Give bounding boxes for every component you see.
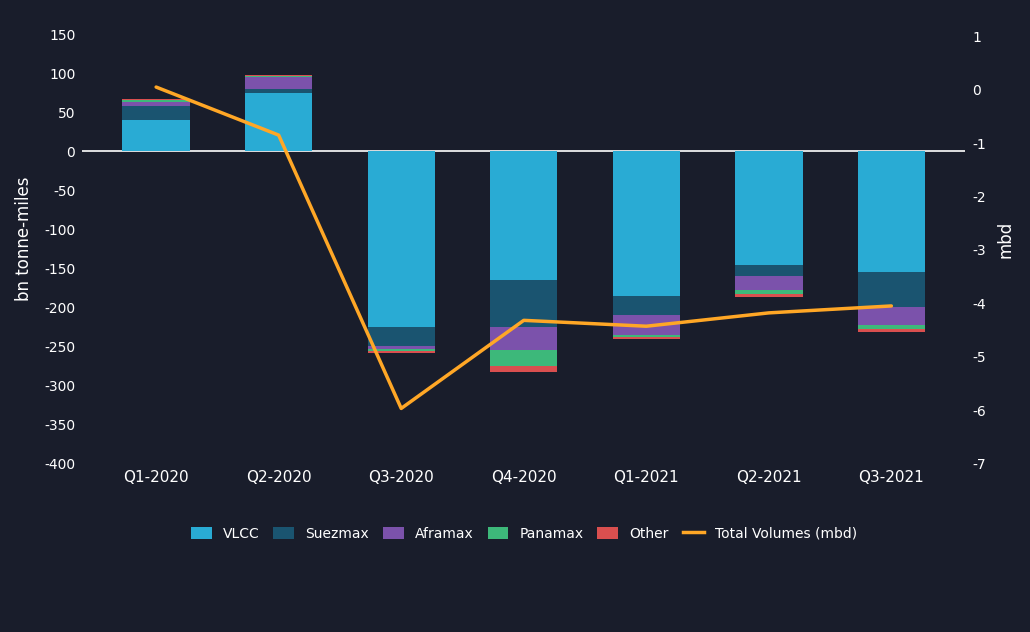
Bar bbox=[735, 290, 802, 294]
Bar bbox=[123, 106, 190, 120]
Bar bbox=[735, 152, 802, 265]
Bar bbox=[613, 337, 680, 339]
Bar bbox=[735, 294, 802, 296]
Y-axis label: bn tonne-miles: bn tonne-miles bbox=[15, 177, 33, 301]
Bar bbox=[613, 152, 680, 296]
Bar bbox=[245, 75, 312, 76]
Bar bbox=[123, 102, 190, 106]
Bar bbox=[858, 307, 925, 325]
Bar bbox=[858, 152, 925, 272]
Bar bbox=[368, 152, 435, 327]
Bar bbox=[368, 327, 435, 346]
Bar bbox=[613, 296, 680, 315]
Bar bbox=[490, 280, 557, 327]
Bar bbox=[368, 351, 435, 353]
Legend: VLCC, Suezmax, Aframax, Panamax, Other, Total Volumes (mbd): VLCC, Suezmax, Aframax, Panamax, Other, … bbox=[185, 521, 862, 546]
Bar bbox=[858, 325, 925, 329]
Bar bbox=[490, 350, 557, 366]
Bar bbox=[858, 329, 925, 332]
Bar bbox=[490, 152, 557, 280]
Bar bbox=[735, 265, 802, 276]
Bar bbox=[368, 346, 435, 349]
Bar bbox=[613, 335, 680, 337]
Bar bbox=[245, 77, 312, 89]
Bar bbox=[735, 276, 802, 290]
Bar bbox=[123, 99, 190, 100]
Bar bbox=[245, 93, 312, 152]
Bar bbox=[123, 100, 190, 102]
Bar bbox=[123, 120, 190, 152]
Bar bbox=[858, 272, 925, 307]
Bar bbox=[245, 76, 312, 77]
Bar bbox=[490, 327, 557, 350]
Y-axis label: mbd: mbd bbox=[997, 221, 1015, 258]
Bar bbox=[368, 349, 435, 351]
Bar bbox=[490, 366, 557, 372]
Bar bbox=[245, 89, 312, 93]
Bar bbox=[613, 315, 680, 335]
